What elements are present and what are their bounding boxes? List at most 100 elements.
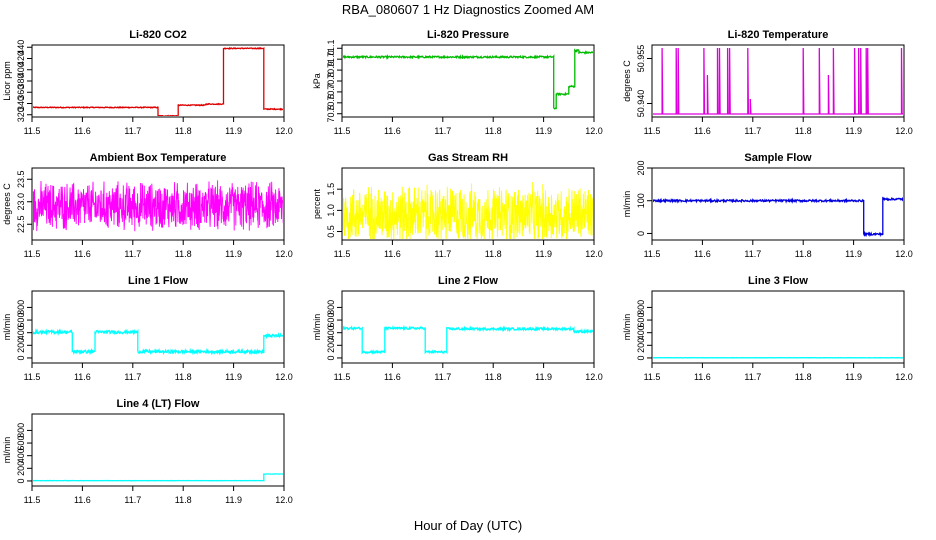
panel-7: Line 1 Flow 11.5 11.6 11.7 11.8 11.9 12.0 0 2004…	[2, 275, 293, 382]
y-axis-label: kPa	[312, 73, 322, 89]
series-line	[343, 324, 593, 355]
x-tick-label: 11.5	[24, 495, 41, 505]
y-axis-label: Licor ppm	[2, 61, 12, 101]
x-tick-label: 11.7	[124, 126, 141, 136]
x-tick-label: 11.5	[644, 372, 661, 382]
y-tick-label: 23.5	[16, 170, 26, 188]
x-tick-label: 11.8	[795, 372, 812, 382]
panel-title: Li-820 Pressure	[427, 29, 509, 41]
panel-6: Sample Flow 11.5 11.6 11.7 11.8 11.9 12.0 0 100 2…	[622, 152, 913, 259]
x-tick-label: 11.9	[535, 372, 552, 382]
x-tick-label: 11.7	[434, 372, 451, 382]
x-tick-label: 12.0	[275, 372, 293, 382]
y-tick-label: 400	[16, 325, 26, 340]
y-tick-label: 800	[16, 423, 26, 438]
figure-title: RBA_080607 1 Hz Diagnostics Zoomed AM	[342, 2, 594, 17]
y-tick-label: 420	[16, 51, 26, 66]
x-tick-label: 11.9	[845, 249, 862, 259]
x-tick-label: 11.5	[334, 372, 351, 382]
x-tick-label: 11.7	[434, 126, 451, 136]
y-tick-label: 600	[16, 313, 26, 328]
x-tick-label: 11.9	[845, 372, 862, 382]
x-tick-label: 11.7	[744, 126, 761, 136]
panel-10: Line 4 (LT) Flow 11.5 11.6 11.7 11.8 11.9 12.0…	[2, 398, 293, 505]
y-axis-label: ml/min	[2, 314, 12, 341]
plot-frame	[651, 290, 905, 364]
y-tick-label: 800	[16, 300, 26, 315]
y-tick-label: 70.5	[326, 105, 336, 123]
y-tick-label: 0	[16, 478, 26, 483]
y-tick-label: 380	[16, 73, 26, 88]
x-tick-label: 11.7	[434, 249, 451, 259]
panel-1: Li-820 CO2 11.5 11.6 11.7 11.8 11.9 12.0 320340…	[2, 29, 293, 136]
y-tick-label: 23.0	[16, 193, 26, 211]
x-tick-label: 11.6	[74, 249, 91, 259]
y-tick-label: 1.5	[326, 183, 336, 196]
y-tick-label: 400	[636, 325, 646, 340]
series-line	[343, 48, 593, 110]
x-tick-label: 11.9	[225, 249, 242, 259]
x-tick-label: 11.8	[485, 126, 502, 136]
y-tick-label: 360	[16, 85, 26, 100]
y-axis-label: degrees C	[622, 60, 632, 102]
x-tick-label: 11.6	[384, 249, 401, 259]
y-tick-label: 600	[636, 313, 646, 328]
x-tick-label: 11.8	[795, 126, 812, 136]
series-line	[33, 473, 283, 482]
x-tick-label: 11.5	[644, 249, 661, 259]
plot-frame	[651, 44, 905, 118]
x-tick-label: 11.5	[24, 249, 41, 259]
y-tick-label: 70.8	[326, 72, 336, 90]
series-line	[33, 328, 283, 356]
panel-9: Line 3 Flow 11.5 11.6 11.7 11.8 11.9 12.0 0 2004…	[622, 275, 913, 382]
x-tick-label: 11.9	[845, 126, 862, 136]
x-tick-label: 11.5	[24, 126, 41, 136]
x-tick-label: 11.8	[175, 372, 192, 382]
x-tick-label: 11.9	[225, 126, 242, 136]
y-tick-label: 0	[636, 355, 646, 360]
x-tick-label: 11.8	[485, 249, 502, 259]
y-tick-label: 600	[16, 436, 26, 451]
panel-title: Sample Flow	[744, 152, 812, 164]
x-tick-label: 11.5	[24, 372, 41, 382]
y-tick-label: 320	[16, 107, 26, 122]
x-tick-label: 11.6	[74, 372, 91, 382]
y-axis-label: ml/min	[2, 437, 12, 464]
x-tick-label: 12.0	[585, 126, 603, 136]
panel-4: Ambient Box Temperature 11.5 11.6 11.7 11.8 1…	[2, 152, 293, 259]
y-tick-label: 100	[636, 193, 646, 208]
plot-frame	[31, 44, 285, 118]
plot-frame	[31, 290, 285, 364]
y-tick-label: 800	[326, 300, 336, 315]
x-tick-label: 11.5	[334, 249, 351, 259]
y-tick-label: 50.955	[636, 45, 646, 73]
y-tick-label: 22.5	[16, 215, 26, 233]
x-tick-label: 11.6	[74, 495, 91, 505]
x-tick-label: 11.8	[485, 372, 502, 382]
x-tick-label: 11.9	[225, 372, 242, 382]
y-tick-label: 200	[16, 338, 26, 353]
x-tick-label: 11.6	[384, 372, 401, 382]
plot-frame	[31, 167, 285, 241]
x-tick-label: 11.8	[175, 126, 192, 136]
panel-title: Li-820 CO2	[129, 29, 186, 41]
y-tick-label: 0	[16, 355, 26, 360]
x-tick-label: 11.6	[384, 126, 401, 136]
y-tick-label: 200	[326, 338, 336, 353]
x-tick-label: 12.0	[275, 495, 293, 505]
x-tick-label: 11.7	[124, 372, 141, 382]
x-tick-label: 11.7	[744, 372, 761, 382]
panel-title: Line 2 Flow	[438, 275, 498, 287]
y-tick-label: 70.9	[326, 61, 336, 79]
x-tick-label: 12.0	[275, 126, 293, 136]
y-tick-label: 71.1	[326, 40, 336, 58]
x-tick-label: 11.9	[535, 249, 552, 259]
y-tick-label: 0	[326, 355, 336, 360]
y-tick-label: 200	[636, 160, 646, 175]
panel-title: Gas Stream RH	[428, 152, 508, 164]
y-tick-label: 0	[636, 231, 646, 236]
panel-5: Gas Stream RH 11.5 11.6 11.7 11.8 11.9 12.0 0.5…	[312, 152, 603, 259]
x-tick-label: 11.9	[225, 495, 242, 505]
x-tick-label: 12.0	[895, 372, 913, 382]
